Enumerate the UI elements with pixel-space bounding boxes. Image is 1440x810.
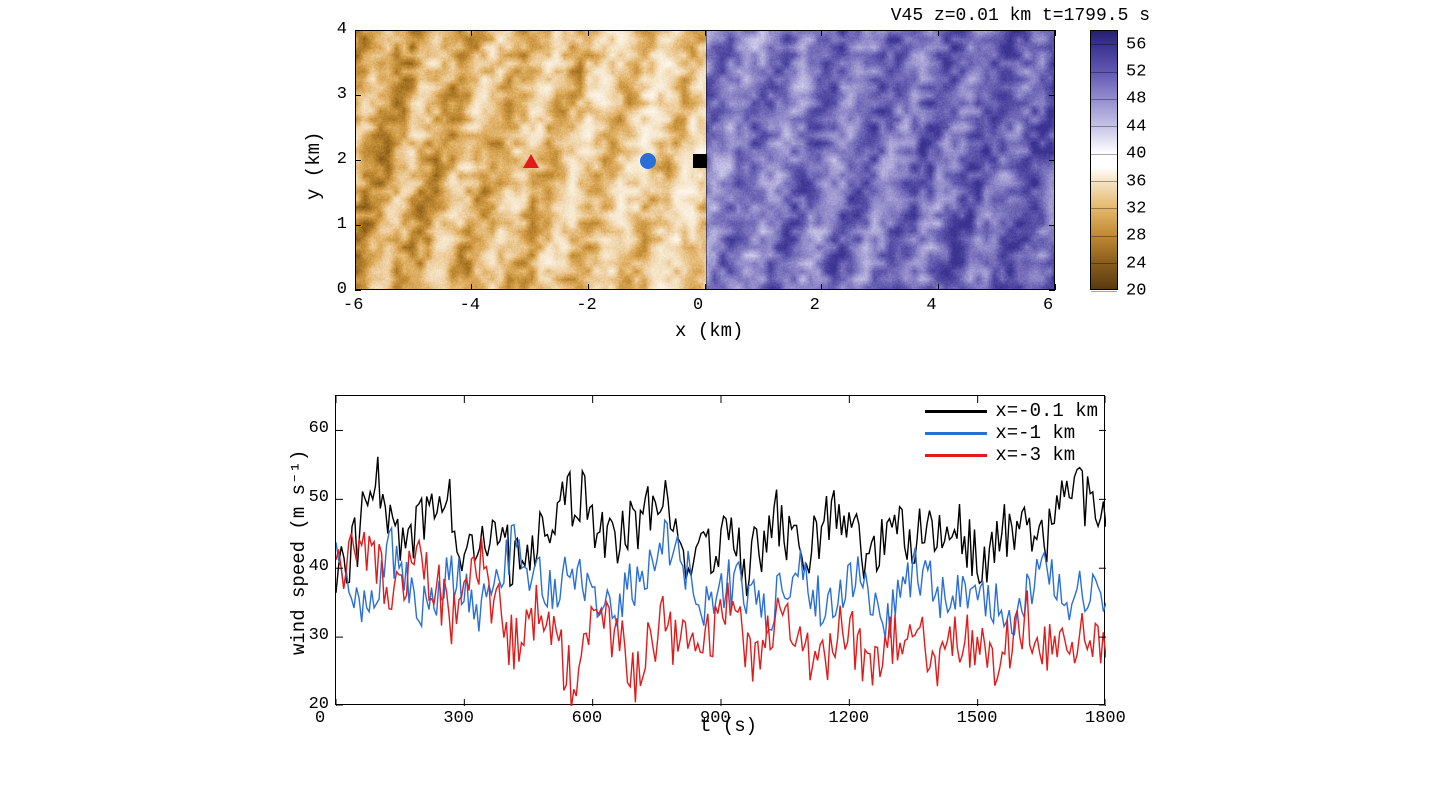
- top-x-tick: -6: [343, 296, 363, 315]
- colorbar-tick: 24: [1126, 254, 1146, 273]
- probe-x-minus-1-marker: [640, 153, 656, 169]
- heatmap-right-half: [706, 31, 1055, 289]
- bottom-x-tick: 600: [572, 709, 603, 728]
- legend-label: x=-3 km: [995, 444, 1075, 466]
- colorbar-tick: 48: [1126, 90, 1146, 109]
- bottom-y-tick: 20: [289, 695, 329, 714]
- probe-x-minus-0p1-marker: [693, 154, 707, 168]
- figure: V45 z=0.01 km t=1799.5 s 0 1 2 3 4 -6 -4 -2 0 24…: [0, 0, 1440, 810]
- top-x-tick: 6: [1043, 296, 1053, 315]
- legend-item: x=-3 km: [925, 444, 1098, 466]
- legend-label: x=-1 km: [995, 422, 1075, 444]
- bottom-panel: x=-0.1 kmx=-1 kmx=-3 km 0300600900120015…: [335, 395, 1105, 705]
- colorbar-tick: 44: [1126, 117, 1146, 136]
- bottom-x-axis-label: t (s): [700, 715, 757, 737]
- bottom-x-tick: 1200: [828, 709, 869, 728]
- bottom-y-tick: 60: [289, 419, 329, 438]
- legend-item: x=-0.1 km: [925, 400, 1098, 422]
- top-x-tick: 2: [810, 296, 820, 315]
- top-x-tick: -2: [576, 296, 596, 315]
- legend-line-icon: [925, 410, 987, 413]
- legend-line-icon: [925, 454, 987, 457]
- top-y-axis-label: y (km): [303, 132, 325, 200]
- bottom-plot-area: x=-0.1 kmx=-1 kmx=-3 km: [335, 395, 1105, 705]
- top-x-tick: -4: [460, 296, 480, 315]
- colorbar-tick: 52: [1126, 63, 1146, 82]
- bottom-legend: x=-0.1 kmx=-1 kmx=-3 km: [925, 400, 1098, 466]
- legend-line-icon: [925, 432, 987, 435]
- colorbar-tick: 36: [1126, 172, 1146, 191]
- colorbar-tick: 56: [1126, 35, 1146, 54]
- bottom-x-tick: 1800: [1085, 709, 1126, 728]
- colorbar-tick: 28: [1126, 227, 1146, 246]
- top-x-tick: 4: [926, 296, 936, 315]
- colorbar-tick: 32: [1126, 199, 1146, 218]
- top-y-tick: 3: [307, 85, 347, 104]
- top-y-tick: 4: [307, 20, 347, 39]
- top-y-tick: 0: [307, 280, 347, 299]
- legend-item: x=-1 km: [925, 422, 1098, 444]
- colorbar-tick: 40: [1126, 145, 1146, 164]
- top-heatmap-area: [355, 30, 1055, 290]
- top-x-axis-label: x (km): [675, 320, 743, 342]
- colorbar: 20242832364044485256: [1090, 30, 1118, 290]
- bottom-x-tick: 1500: [957, 709, 998, 728]
- top-x-tick: 0: [693, 296, 703, 315]
- top-panel: V45 z=0.01 km t=1799.5 s 01234 -6-4-2024…: [355, 30, 1055, 290]
- probe-x-minus-3-marker: [523, 154, 539, 168]
- bottom-y-axis-label: wind speed (m s⁻¹): [287, 450, 310, 655]
- colorbar-tick: 20: [1126, 282, 1146, 301]
- bottom-x-tick: 300: [443, 709, 474, 728]
- legend-label: x=-0.1 km: [995, 400, 1098, 422]
- top-panel-title: V45 z=0.01 km t=1799.5 s: [891, 6, 1150, 26]
- top-y-tick: 1: [307, 215, 347, 234]
